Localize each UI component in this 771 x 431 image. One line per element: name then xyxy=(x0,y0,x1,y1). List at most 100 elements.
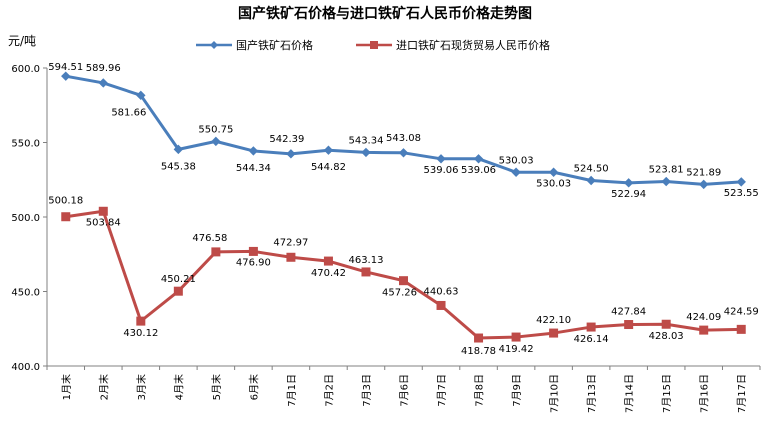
x-tick-label: 2月末 xyxy=(97,374,110,400)
data-label: 422.10 xyxy=(536,315,571,326)
data-point xyxy=(98,78,108,88)
data-label: 594.51 xyxy=(48,62,83,73)
data-point xyxy=(436,154,446,164)
y-tick-label: 400.0 xyxy=(11,362,40,373)
x-tick-label: 1月末 xyxy=(60,374,73,400)
legend-marker xyxy=(210,41,218,49)
data-label: 521.89 xyxy=(686,167,721,178)
data-label: 544.82 xyxy=(311,162,346,173)
x-tick-label: 7月9日 xyxy=(511,374,523,407)
legend-marker xyxy=(370,41,378,49)
data-label: 419.42 xyxy=(499,344,534,355)
data-label: 463.13 xyxy=(348,255,383,266)
y-tick-label: 450.0 xyxy=(11,288,40,299)
legend-label: 国产铁矿石价格 xyxy=(236,38,313,52)
x-tick-label: 7月13日 xyxy=(586,374,598,413)
data-point xyxy=(624,320,634,330)
data-label: 543.08 xyxy=(386,133,421,144)
x-tick-label: 6月末 xyxy=(247,374,260,400)
data-label: 524.50 xyxy=(574,163,609,174)
data-point xyxy=(699,325,709,335)
data-label: 503.84 xyxy=(86,217,121,228)
data-point xyxy=(361,147,371,158)
data-point xyxy=(136,316,146,326)
data-point xyxy=(323,145,334,155)
data-label: 450.21 xyxy=(161,274,196,285)
data-point xyxy=(511,332,521,342)
data-label: 543.34 xyxy=(348,135,383,146)
y-axis-label: 元/吨 xyxy=(8,34,36,48)
x-tick-label: 4月末 xyxy=(172,374,185,400)
data-point xyxy=(248,146,259,156)
data-point xyxy=(61,71,71,81)
data-point xyxy=(736,324,746,334)
data-point xyxy=(548,167,559,177)
data-label: 522.94 xyxy=(611,189,646,200)
data-label: 472.97 xyxy=(273,237,308,248)
x-tick-label: 7月2日 xyxy=(323,374,335,407)
data-label: 589.96 xyxy=(86,63,121,74)
y-tick-label: 500.0 xyxy=(11,213,40,224)
data-label: 470.42 xyxy=(311,268,346,279)
y-tick-label: 550.0 xyxy=(11,139,40,150)
data-label: 530.03 xyxy=(536,178,571,189)
data-point xyxy=(323,256,333,266)
data-point xyxy=(286,252,296,262)
legend-label: 进口铁矿石现货贸易人民币价格 xyxy=(396,38,550,52)
data-point xyxy=(136,90,146,101)
data-point xyxy=(474,333,484,343)
x-tick-label: 7月7日 xyxy=(436,374,448,407)
data-label: 545.38 xyxy=(161,161,196,172)
data-point xyxy=(173,286,183,296)
x-tick-label: 5月末 xyxy=(210,374,223,400)
x-tick-label: 7月1日 xyxy=(286,374,298,407)
data-point xyxy=(661,319,671,329)
data-point xyxy=(586,175,596,186)
data-point xyxy=(549,328,559,338)
x-tick-label: 7月14日 xyxy=(624,374,636,413)
data-label: 523.55 xyxy=(724,188,759,199)
data-label: 550.75 xyxy=(198,124,233,135)
y-tick-label: 600.0 xyxy=(11,64,40,75)
x-tick-label: 7月6日 xyxy=(399,374,411,407)
data-label: 427.84 xyxy=(611,307,646,318)
data-label: 523.81 xyxy=(649,165,684,176)
x-tick-label: 7月10日 xyxy=(549,374,561,413)
data-label: 500.18 xyxy=(48,196,83,207)
data-label: 530.03 xyxy=(499,155,534,166)
data-label: 476.58 xyxy=(192,233,227,244)
chart-title: 国产铁矿石价格与进口铁矿石人民币价格走势图 xyxy=(238,5,532,22)
data-point xyxy=(511,167,521,177)
data-label: 418.78 xyxy=(461,346,496,357)
x-tick-label: 3月末 xyxy=(135,374,148,400)
data-point xyxy=(286,149,296,159)
data-point xyxy=(61,212,71,222)
data-point xyxy=(173,144,184,155)
x-tick-label: 7月15日 xyxy=(661,374,673,413)
data-label: 428.03 xyxy=(649,331,684,342)
data-point xyxy=(699,179,709,190)
data-label: 426.14 xyxy=(574,334,609,345)
data-point xyxy=(661,176,671,187)
data-point xyxy=(473,154,484,164)
x-tick-label: 7月16日 xyxy=(699,374,711,413)
data-label: 424.09 xyxy=(686,312,721,323)
data-label: 539.06 xyxy=(461,165,496,176)
data-label: 581.66 xyxy=(111,107,146,118)
legend: 国产铁矿石价格 进口铁矿石现货贸易人民币价格 xyxy=(196,38,550,52)
x-tick-label: 7月3日 xyxy=(361,374,373,407)
data-label: 539.06 xyxy=(424,165,459,176)
data-point xyxy=(436,300,446,310)
data-point xyxy=(248,246,258,256)
data-label: 430.12 xyxy=(123,328,158,339)
data-point xyxy=(98,206,108,216)
data-point xyxy=(623,178,634,188)
data-label: 476.90 xyxy=(236,257,271,268)
data-label: 544.34 xyxy=(236,163,271,174)
data-point xyxy=(399,276,408,286)
data-label: 457.26 xyxy=(382,288,417,299)
data-point xyxy=(361,267,371,277)
x-tick-label: 7月8日 xyxy=(474,374,486,407)
data-point xyxy=(398,148,409,158)
